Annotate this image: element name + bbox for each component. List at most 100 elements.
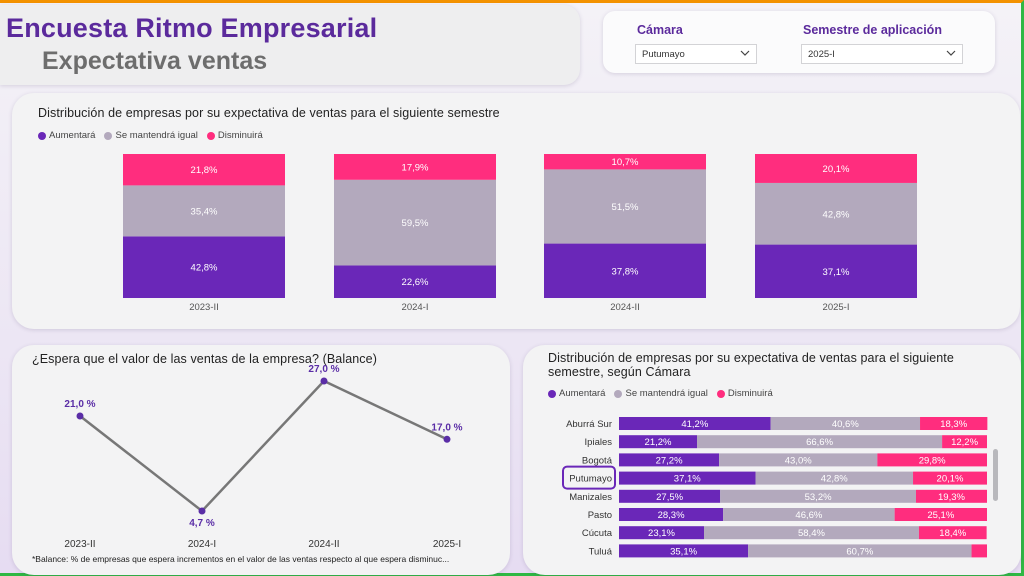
filter-panel: Cámara Putumayo Semestre de aplicación 2… xyxy=(603,11,995,73)
data-point xyxy=(76,412,84,420)
bar-segment xyxy=(697,435,943,449)
data-label: 46,6% xyxy=(795,510,822,521)
page-title: Encuesta Ritmo Empresarial xyxy=(6,13,378,43)
y-tick-label: Manizales xyxy=(569,492,612,503)
data-label: 27,0 % xyxy=(308,364,339,375)
bar-segment xyxy=(913,471,987,485)
data-label: 37,1% xyxy=(823,267,850,278)
data-label: 10,7% xyxy=(612,157,639,168)
page-subtitle: Expectativa ventas xyxy=(42,47,268,75)
stacked-bar-panel: Distribución de empresas por su expectat… xyxy=(12,93,1020,329)
legend-label: Disminuirá xyxy=(727,388,773,399)
camara-dropdown[interactable]: Putumayo xyxy=(635,44,757,64)
data-label: 20,1% xyxy=(823,164,850,175)
bar-segment xyxy=(619,526,705,540)
semestre-filter-label: Semestre de aplicación xyxy=(803,23,942,37)
legend-dot-icon xyxy=(38,131,46,140)
legend-item-igual[interactable]: Se mantendrá igual xyxy=(104,130,198,141)
x-tick-label: 2023-II xyxy=(189,302,219,313)
bar-segment xyxy=(915,489,987,503)
camara-bar-chart: 41,2% 40,6% 18,3% Aburrá Sur 21,2% 66,6% 12,2%… xyxy=(562,417,988,558)
data-label: 27,2% xyxy=(656,455,683,466)
y-tick-label: Ipiales xyxy=(585,437,613,448)
bar-segment xyxy=(748,544,972,558)
legend-item-disminuira[interactable]: Disminuirá xyxy=(206,130,263,141)
bar-segment xyxy=(719,453,878,467)
bar-segment xyxy=(619,489,721,503)
data-label: 25,1% xyxy=(927,510,954,521)
camara-bar-title-line1: Distribución de empresas por su expectat… xyxy=(548,351,954,365)
data-label: 35,4% xyxy=(191,206,218,217)
semestre-dropdown[interactable]: 2025-I xyxy=(801,44,963,64)
y-tick-label: Tuluá xyxy=(589,546,613,557)
data-label: 53,2% xyxy=(805,492,832,503)
bar-segment xyxy=(544,243,706,298)
scrollbar[interactable] xyxy=(993,449,998,501)
bar-segment xyxy=(544,169,706,244)
bar-segment xyxy=(723,508,895,521)
bar-segment xyxy=(918,526,987,540)
legend-item-disminuira[interactable]: Disminuirá xyxy=(716,388,773,399)
legend-label: Se mantendrá igual xyxy=(625,388,708,399)
data-point xyxy=(443,435,451,443)
y-tick-label: Bogotá xyxy=(582,455,613,466)
legend-item-aumentara[interactable]: Aumentará xyxy=(38,130,95,141)
data-label: 29,8% xyxy=(919,455,946,466)
bar-segment xyxy=(123,185,285,237)
data-label: 35,1% xyxy=(670,546,697,557)
balance-line-panel: ¿Espera que el valor de las ventas de la… xyxy=(12,345,510,575)
balance-line-title: ¿Espera que el valor de las ventas de la… xyxy=(32,352,377,366)
legend-dot-icon xyxy=(614,389,623,398)
bar-segment xyxy=(877,453,987,467)
legend-label: Se mantendrá igual xyxy=(115,130,198,141)
legend-label: Aumentará xyxy=(49,130,96,141)
y-tick-label: Aburrá Sur xyxy=(566,419,612,430)
legend-item-igual[interactable]: Se mantendrá igual xyxy=(614,388,708,399)
legend-label: Aumentará xyxy=(559,388,606,399)
data-label: 59,5% xyxy=(402,218,429,229)
y-tick-label: Cúcuta xyxy=(582,528,613,539)
bar-segment xyxy=(544,154,706,170)
chevron-down-icon xyxy=(946,50,956,56)
data-point xyxy=(198,507,206,515)
data-label: 60,7% xyxy=(846,546,873,557)
bar-segment xyxy=(755,244,917,298)
camara-dropdown-value: Putumayo xyxy=(642,49,685,60)
legend-dot-icon xyxy=(104,131,113,140)
x-tick-label: 2025-I xyxy=(823,302,850,313)
balance-line-chart: 21,0 % 2023-II 4,7 % 2024-I 27,0 % 2024-II 17,… xyxy=(64,364,462,550)
bar-segment xyxy=(720,489,916,503)
data-label: 37,8% xyxy=(612,266,639,277)
data-label: 58,4% xyxy=(798,528,825,539)
bar-segment xyxy=(755,471,914,485)
bar-segment xyxy=(123,236,285,298)
bar-segment xyxy=(619,544,749,558)
data-label: 12,2% xyxy=(951,437,978,448)
data-label: 51,5% xyxy=(612,202,639,213)
data-label: 19,3% xyxy=(938,492,965,503)
bar-segment xyxy=(971,544,987,558)
bar-segment xyxy=(334,265,496,298)
x-tick-label: 2025-I xyxy=(433,539,461,550)
y-tick-label: Pasto xyxy=(588,510,612,521)
legend-dot-icon xyxy=(206,131,215,140)
balance-footnote: *Balance: % de empresas que espera incre… xyxy=(32,554,450,564)
camara-bar-title-line2: semestre, según Cámara xyxy=(548,365,691,379)
data-label: 22,6% xyxy=(402,277,429,288)
bar-segment xyxy=(755,154,917,183)
legend-dot-icon xyxy=(716,389,725,398)
data-point xyxy=(320,377,328,385)
data-label: 37,1% xyxy=(674,474,701,485)
bar-segment xyxy=(334,154,496,180)
legend-label: Disminuirá xyxy=(217,130,263,141)
x-tick-label: 2024-II xyxy=(308,539,339,550)
data-label: 28,3% xyxy=(658,510,685,521)
data-label: 18,4% xyxy=(939,528,966,539)
data-label: 27,5% xyxy=(656,492,683,503)
highlight-box xyxy=(562,465,616,490)
data-label: 17,0 % xyxy=(431,422,462,433)
legend-item-aumentara[interactable]: Aumentará xyxy=(548,388,605,399)
data-label: 43,0% xyxy=(785,455,812,466)
bar-segment xyxy=(619,417,771,430)
bar-segment xyxy=(619,435,698,449)
